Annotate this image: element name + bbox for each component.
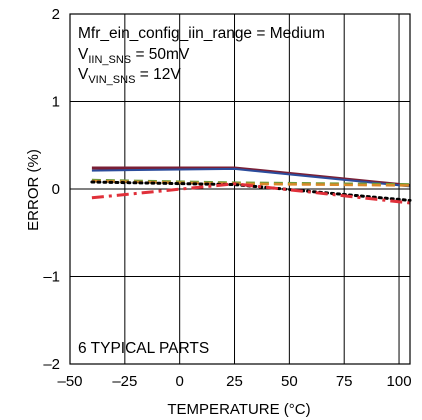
annotation-v-letter: V — [78, 46, 89, 63]
y-tick-label: 1 — [52, 94, 60, 111]
series-group — [90, 166, 412, 205]
annotation-vin-voltage: VVIN_SNS = 12V — [78, 66, 181, 86]
annotation-value-iin: = 50mV — [131, 46, 190, 63]
annotation-subscript-vin: VIN_SNS — [88, 74, 135, 86]
annotation-value-vin: = 12V — [135, 66, 181, 83]
tick-labels: –50 –25 0 25 50 75 100 –2 –1 0 1 2 — [43, 6, 411, 390]
series-line-2 — [91, 167, 411, 188]
x-tick-label: 75 — [336, 373, 353, 390]
y-tick-label: 2 — [52, 6, 60, 23]
y-tick-label: –1 — [43, 269, 60, 286]
x-tick-label: 100 — [387, 373, 412, 390]
annotation-vin-current: VIIN_SNS = 50mV — [78, 46, 190, 66]
x-tick-label: 0 — [176, 373, 184, 390]
grid — [70, 14, 410, 364]
x-tick-label: 25 — [226, 373, 243, 390]
x-axis-title: TEMPERATURE (°C) — [167, 401, 310, 418]
annotation-range: Mfr_ein_config_iin_range = Medium — [78, 25, 325, 42]
x-tick-label: –50 — [57, 373, 82, 390]
y-axis-title: ERROR (%) — [25, 149, 42, 231]
annotation-subscript-iin: IIN_SNS — [88, 54, 131, 66]
x-tick-label: –25 — [112, 373, 137, 390]
plot-frame — [69, 13, 411, 365]
y-tick-label: –2 — [43, 356, 60, 373]
annotation-typical-parts: 6 TYPICAL PARTS — [78, 340, 209, 357]
y-tick-label: 0 — [52, 181, 60, 198]
series-line-6 — [91, 182, 411, 205]
x-tick-label: 50 — [281, 373, 298, 390]
annotation-v-letter-2: V — [78, 66, 89, 83]
